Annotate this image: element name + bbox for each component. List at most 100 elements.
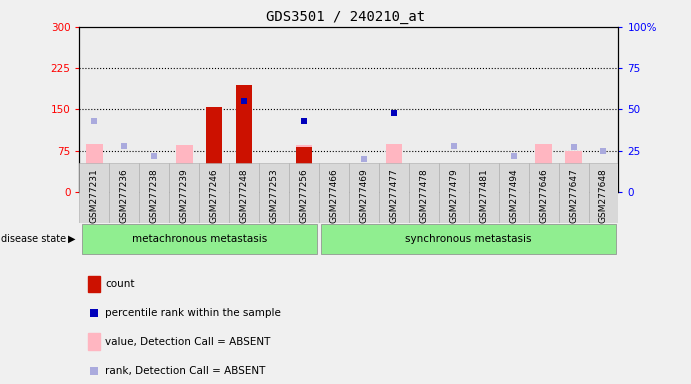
- Point: [360, 233, 371, 240]
- Bar: [439, 27, 468, 192]
- Bar: [79, 163, 109, 223]
- Bar: [199, 27, 229, 192]
- Text: GSM277231: GSM277231: [90, 168, 99, 223]
- Bar: [146, 188, 162, 192]
- Bar: [140, 163, 169, 223]
- Bar: [415, 188, 432, 192]
- Bar: [289, 27, 319, 192]
- Bar: [206, 189, 223, 192]
- Bar: [109, 163, 140, 223]
- Point: [299, 118, 310, 124]
- Bar: [296, 147, 312, 192]
- Text: GSM277239: GSM277239: [180, 168, 189, 223]
- Point: [448, 143, 460, 149]
- Point: [508, 152, 519, 159]
- Point: [328, 164, 339, 170]
- Text: GSM277466: GSM277466: [330, 168, 339, 223]
- Bar: [409, 163, 439, 223]
- Point: [418, 167, 429, 174]
- Bar: [558, 27, 589, 192]
- Text: GSM277477: GSM277477: [389, 168, 399, 223]
- Bar: [266, 185, 283, 192]
- Bar: [176, 145, 193, 192]
- Bar: [86, 144, 103, 192]
- Text: GSM277647: GSM277647: [569, 168, 578, 223]
- Text: metachronous metastasis: metachronous metastasis: [131, 234, 267, 244]
- Point: [568, 144, 579, 151]
- Point: [119, 143, 130, 149]
- Text: GSM277479: GSM277479: [449, 168, 458, 223]
- Bar: [199, 163, 229, 223]
- Bar: [529, 27, 558, 192]
- Bar: [88, 276, 100, 292]
- Bar: [206, 107, 223, 192]
- Text: GSM277256: GSM277256: [299, 168, 309, 223]
- Text: rank, Detection Call = ABSENT: rank, Detection Call = ABSENT: [105, 366, 265, 376]
- Bar: [296, 145, 312, 192]
- Point: [238, 98, 249, 104]
- Bar: [529, 163, 558, 223]
- Bar: [409, 27, 439, 192]
- Bar: [505, 185, 522, 192]
- Text: disease state: disease state: [1, 234, 66, 244]
- Bar: [116, 173, 133, 192]
- Bar: [229, 163, 259, 223]
- Bar: [595, 177, 612, 192]
- Bar: [356, 189, 372, 192]
- Text: percentile rank within the sample: percentile rank within the sample: [105, 308, 281, 318]
- Bar: [88, 333, 100, 350]
- Bar: [259, 163, 289, 223]
- Bar: [589, 163, 618, 223]
- Bar: [349, 27, 379, 192]
- Bar: [379, 163, 409, 223]
- Text: value, Detection Call = ABSENT: value, Detection Call = ABSENT: [105, 336, 270, 346]
- Text: GSM277248: GSM277248: [240, 168, 249, 223]
- Point: [89, 118, 100, 124]
- Point: [598, 148, 609, 154]
- Bar: [259, 27, 289, 192]
- Bar: [386, 144, 402, 192]
- Text: GSM277246: GSM277246: [209, 168, 219, 223]
- Text: GSM277253: GSM277253: [269, 168, 278, 223]
- Bar: [565, 151, 582, 192]
- Bar: [289, 163, 319, 223]
- Bar: [169, 27, 199, 192]
- Text: GSM277236: GSM277236: [120, 168, 129, 223]
- Bar: [109, 27, 140, 192]
- Text: GSM277648: GSM277648: [599, 168, 608, 223]
- Bar: [321, 224, 616, 254]
- Bar: [325, 188, 342, 192]
- Bar: [140, 27, 169, 192]
- Bar: [319, 163, 349, 223]
- Bar: [536, 144, 552, 192]
- Text: GDS3501 / 240210_at: GDS3501 / 240210_at: [266, 10, 425, 23]
- Bar: [446, 189, 462, 192]
- Text: GSM277469: GSM277469: [359, 168, 368, 223]
- Bar: [169, 163, 199, 223]
- Bar: [499, 27, 529, 192]
- Point: [359, 156, 370, 162]
- Bar: [319, 27, 349, 192]
- Bar: [349, 163, 379, 223]
- Point: [388, 110, 399, 116]
- Bar: [236, 182, 252, 192]
- Bar: [236, 85, 252, 192]
- Bar: [589, 27, 618, 192]
- Text: GSM277238: GSM277238: [150, 168, 159, 223]
- Bar: [475, 182, 492, 192]
- Bar: [558, 163, 589, 223]
- Text: GSM277478: GSM277478: [419, 168, 428, 223]
- Text: GSM277481: GSM277481: [479, 168, 489, 223]
- Bar: [229, 27, 259, 192]
- Bar: [499, 163, 529, 223]
- Bar: [468, 27, 499, 192]
- Text: GSM277646: GSM277646: [539, 168, 548, 223]
- Bar: [439, 163, 468, 223]
- Point: [149, 152, 160, 159]
- Text: count: count: [105, 279, 135, 289]
- Text: synchronous metastasis: synchronous metastasis: [406, 234, 532, 244]
- Text: ▶: ▶: [68, 234, 75, 244]
- Text: GSM277494: GSM277494: [509, 168, 518, 223]
- Bar: [79, 27, 109, 192]
- Bar: [379, 27, 409, 192]
